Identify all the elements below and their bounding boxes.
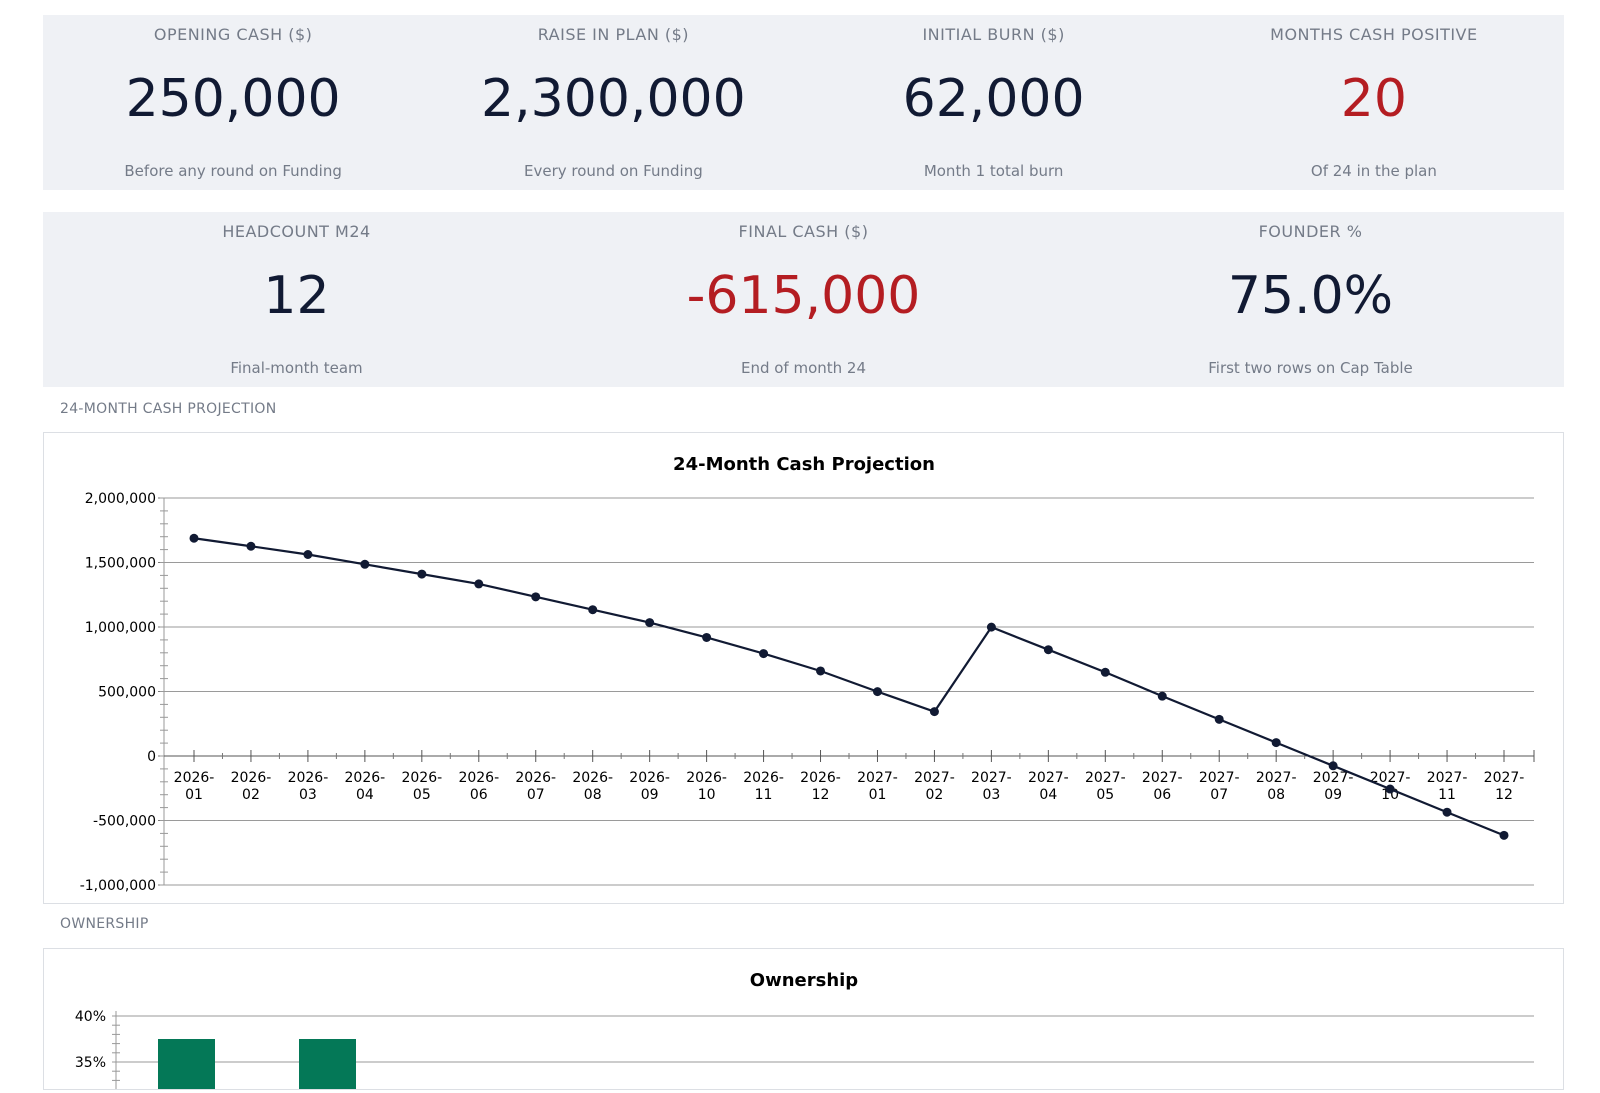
x-tick-label: 2027-09 bbox=[1313, 770, 1354, 803]
y-tick-label: -1,000,000 bbox=[80, 878, 156, 894]
y-tick-label: 1,500,000 bbox=[85, 556, 156, 572]
data-point bbox=[986, 622, 996, 632]
y-tick-label: 0 bbox=[147, 749, 156, 765]
kpi-value: 62,000 bbox=[902, 69, 1085, 129]
x-tick-label: 2027-03 bbox=[971, 770, 1012, 803]
data-point bbox=[1100, 667, 1110, 677]
x-tick-label: 2026-04 bbox=[345, 770, 386, 803]
kpi-label: MONTHS CASH POSITIVE bbox=[1270, 25, 1478, 44]
kpi-subtitle: First two rows on Cap Table bbox=[1208, 359, 1413, 377]
kpi-card: INITIAL BURN ($) 62,000 Month 1 total burn bbox=[804, 15, 1184, 190]
x-tick-label: 2027-02 bbox=[914, 770, 955, 803]
data-point bbox=[474, 579, 484, 589]
kpi-card: HEADCOUNT M24 12 Final-month team bbox=[43, 212, 550, 387]
data-point bbox=[702, 632, 712, 642]
x-tick-label: 2026-12 bbox=[800, 770, 841, 803]
kpi-label: INITIAL BURN ($) bbox=[922, 25, 1065, 44]
x-tick-label: 2027-06 bbox=[1142, 770, 1183, 803]
data-point bbox=[1271, 738, 1281, 748]
ownership-bar-chart: Ownership 40% 35% bbox=[75, 970, 1534, 1089]
data-point bbox=[645, 618, 655, 628]
x-tick-label: 2026-02 bbox=[231, 770, 272, 803]
kpi-card: MONTHS CASH POSITIVE 20 Of 24 in the plan bbox=[1184, 15, 1564, 190]
kpi-value: 20 bbox=[1340, 69, 1407, 129]
kpi-subtitle: Before any round on Funding bbox=[124, 162, 342, 180]
x-tick-label: 2026-10 bbox=[686, 770, 727, 803]
x-tick-label: 2027-04 bbox=[1028, 770, 1069, 803]
y-tick-label: 500,000 bbox=[98, 685, 156, 701]
data-point bbox=[759, 649, 769, 659]
kpi-row-1: OPENING CASH ($) 250,000 Before any round … bbox=[43, 15, 1564, 190]
kpi-card: RAISE IN PLAN ($) 2,300,000 Every round on… bbox=[423, 15, 803, 190]
y-tick-label: 40% bbox=[75, 1009, 106, 1025]
x-tick-label: 2027-11 bbox=[1427, 770, 1468, 803]
cash-section-label: 24-MONTH CASH PROJECTION bbox=[60, 401, 277, 417]
data-point bbox=[189, 533, 199, 543]
kpi-subtitle: Every round on Funding bbox=[524, 162, 703, 180]
cash-chart-panel: 24-Month Cash Projection -1,000,000 -500,0… bbox=[43, 432, 1564, 904]
kpi-subtitle: Of 24 in the plan bbox=[1310, 162, 1437, 180]
x-tick-label: 2026-07 bbox=[515, 770, 556, 803]
x-tick-label: 2027-12 bbox=[1484, 770, 1525, 803]
data-point bbox=[303, 550, 313, 560]
kpi-label: RAISE IN PLAN ($) bbox=[537, 25, 690, 44]
data-point bbox=[929, 707, 939, 717]
data-point bbox=[531, 592, 541, 602]
ownership-section-label: OWNERSHIP bbox=[60, 916, 149, 932]
kpi-card: FOUNDER % 75.0% First two rows on Cap Tabl… bbox=[1057, 212, 1564, 387]
data-point bbox=[246, 541, 256, 551]
y-tick-label: 1,000,000 bbox=[85, 620, 156, 636]
chart-title: 24-Month Cash Projection bbox=[673, 454, 935, 475]
series-line bbox=[193, 537, 1505, 837]
kpi-label: FINAL CASH ($) bbox=[738, 222, 869, 241]
y-tick-label: 35% bbox=[75, 1055, 106, 1071]
kpi-label: HEADCOUNT M24 bbox=[222, 222, 371, 241]
data-point bbox=[1328, 761, 1338, 771]
chart-title: Ownership bbox=[750, 970, 859, 991]
cash-line-chart: 24-Month Cash Projection -1,000,000 -500,0… bbox=[80, 454, 1535, 894]
ownership-bar bbox=[299, 1039, 356, 1089]
y-tick-label: 2,000,000 bbox=[85, 491, 156, 507]
ownership-chart-panel: Ownership 40% 35% bbox=[43, 948, 1564, 1090]
data-point bbox=[872, 687, 882, 697]
kpi-value: 75.0% bbox=[1227, 266, 1394, 326]
data-point bbox=[1385, 784, 1395, 794]
kpi-value: 250,000 bbox=[125, 69, 341, 129]
data-point bbox=[588, 605, 598, 615]
x-tick-label: 2027-08 bbox=[1256, 770, 1297, 803]
x-tick-label: 2026-11 bbox=[743, 770, 784, 803]
x-tick-label: 2026-01 bbox=[174, 770, 215, 803]
data-point bbox=[1442, 807, 1452, 817]
kpi-subtitle: End of month 24 bbox=[740, 359, 867, 377]
x-tick-label: 2027-05 bbox=[1085, 770, 1126, 803]
kpi-label: FOUNDER % bbox=[1258, 222, 1363, 241]
kpi-subtitle: Month 1 total burn bbox=[923, 162, 1064, 180]
x-tick-label: 2026-03 bbox=[288, 770, 329, 803]
data-point bbox=[417, 569, 427, 579]
kpi-label: OPENING CASH ($) bbox=[153, 25, 313, 44]
kpi-subtitle: Final-month team bbox=[230, 359, 363, 377]
data-point bbox=[1499, 830, 1509, 840]
x-tick-label: 2026-08 bbox=[572, 770, 613, 803]
kpi-card: OPENING CASH ($) 250,000 Before any round … bbox=[43, 15, 423, 190]
ownership-bar bbox=[158, 1039, 215, 1089]
x-tick-label: 2026-05 bbox=[401, 770, 442, 803]
kpi-value: -615,000 bbox=[686, 266, 921, 326]
data-point bbox=[816, 666, 826, 676]
x-tick-label: 2026-09 bbox=[629, 770, 670, 803]
y-tick-label: -500,000 bbox=[93, 814, 156, 830]
kpi-value: 2,300,000 bbox=[481, 69, 746, 129]
x-tick-label: 2027-07 bbox=[1199, 770, 1240, 803]
x-tick-label: 2026-06 bbox=[458, 770, 499, 803]
data-point bbox=[1214, 714, 1224, 724]
data-point bbox=[1043, 645, 1053, 655]
x-tick-label: 2027-01 bbox=[857, 770, 898, 803]
data-point bbox=[360, 559, 370, 569]
kpi-value: 12 bbox=[263, 266, 330, 326]
data-point bbox=[1157, 691, 1167, 701]
kpi-card: FINAL CASH ($) -615,000 End of month 24 bbox=[550, 212, 1057, 387]
kpi-row-2: HEADCOUNT M24 12 Final-month team FINAL CAS… bbox=[43, 212, 1564, 387]
